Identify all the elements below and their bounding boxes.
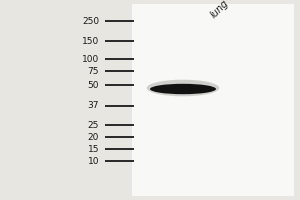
Ellipse shape bbox=[150, 84, 216, 94]
Text: 15: 15 bbox=[88, 144, 99, 154]
FancyBboxPatch shape bbox=[132, 4, 294, 196]
Text: 75: 75 bbox=[88, 66, 99, 75]
Text: 37: 37 bbox=[88, 102, 99, 110]
Text: 250: 250 bbox=[82, 17, 99, 25]
Text: 50: 50 bbox=[88, 81, 99, 90]
Text: 100: 100 bbox=[82, 54, 99, 64]
Text: 25: 25 bbox=[88, 120, 99, 130]
Text: 10: 10 bbox=[88, 156, 99, 166]
Text: 150: 150 bbox=[82, 36, 99, 46]
Ellipse shape bbox=[147, 80, 219, 96]
Text: lung: lung bbox=[208, 0, 231, 20]
Text: 20: 20 bbox=[88, 132, 99, 142]
